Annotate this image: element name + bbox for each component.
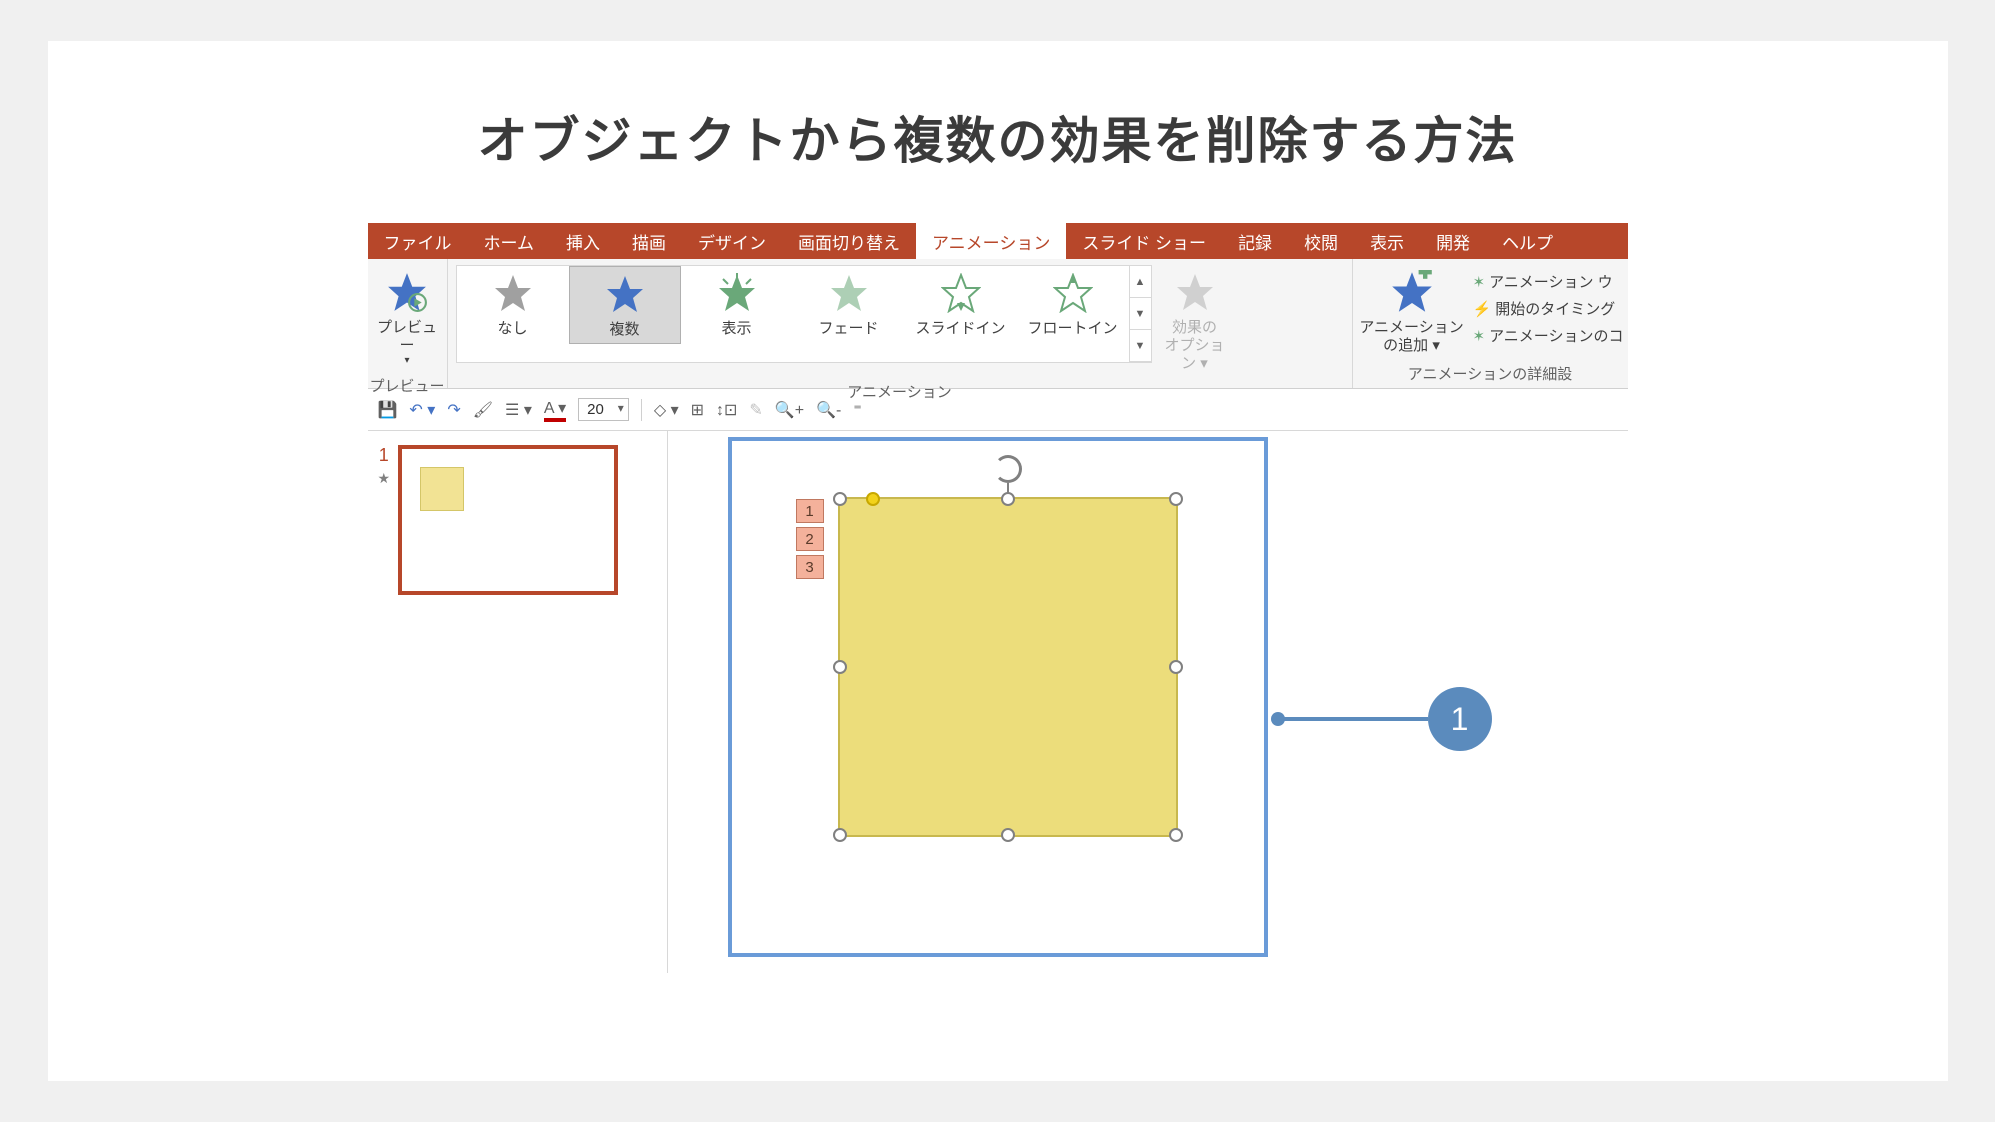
tab-help[interactable]: ヘルプ: [1486, 223, 1569, 259]
slide-editor[interactable]: 1 2 3 1: [668, 431, 1628, 973]
advanced-group-label: アニメーションの詳細設: [1353, 359, 1628, 390]
star-slidein-icon: [941, 270, 981, 316]
pane-icon: ✶: [1473, 273, 1486, 291]
handle-w[interactable]: [833, 660, 847, 674]
handle-s[interactable]: [1001, 828, 1015, 842]
selected-shape[interactable]: [838, 497, 1178, 837]
handle-se[interactable]: [1169, 828, 1183, 842]
painter-icon: ✶: [1473, 327, 1486, 345]
page-title: オブジェクトから複数の効果を削除する方法: [478, 101, 1518, 173]
handle-e[interactable]: [1169, 660, 1183, 674]
font-size-select[interactable]: 20: [578, 398, 629, 421]
star-fade-icon: [829, 270, 869, 316]
anim-fade[interactable]: フェード: [793, 266, 905, 342]
anim-slidein[interactable]: スライドイン: [905, 266, 1017, 342]
handle-ne[interactable]: [1169, 492, 1183, 506]
animation-gallery: なし 複数 表示: [456, 265, 1152, 363]
anim-appear[interactable]: 表示: [681, 266, 793, 342]
anim-multiple[interactable]: 複数: [569, 266, 681, 344]
add-animation-icon: [1390, 269, 1434, 315]
anim-none[interactable]: なし: [457, 266, 569, 342]
tab-draw[interactable]: 描画: [616, 223, 682, 259]
thumbnail-panel: 1 ★: [368, 431, 668, 973]
gallery-down-icon[interactable]: ▼: [1130, 298, 1151, 330]
anim-tag-1[interactable]: 1: [796, 499, 824, 523]
thumbnail-meta: 1 ★: [378, 445, 391, 487]
preview-group-label: プレビュー: [368, 371, 447, 402]
rotate-handle[interactable]: [994, 455, 1022, 483]
ribbon-tabs: ファイル ホーム 挿入 描画 デザイン 画面切り替え アニメーション スライド …: [368, 223, 1628, 259]
gallery-up-icon[interactable]: ▲: [1130, 266, 1151, 298]
gallery-more-icon[interactable]: ▼: [1130, 330, 1151, 362]
tab-home[interactable]: ホーム: [468, 223, 551, 259]
preview-button[interactable]: プレビュー ▾: [372, 265, 443, 371]
animation-indicator-icon: ★: [378, 470, 391, 487]
trigger-button[interactable]: ⚡ 開始のタイミング: [1473, 298, 1624, 319]
workspace: 1 ★: [368, 431, 1628, 973]
callout-number: 1: [1428, 687, 1492, 751]
anim-tag-2[interactable]: 2: [796, 527, 824, 551]
tutorial-card: オブジェクトから複数の効果を削除する方法 ファイル ホーム 挿入 描画 デザイン…: [48, 41, 1948, 1081]
animation-order-tags: 1 2 3: [796, 499, 824, 579]
tab-file[interactable]: ファイル: [368, 223, 468, 259]
anim-tag-3[interactable]: 3: [796, 555, 824, 579]
tab-transitions[interactable]: 画面切り替え: [782, 223, 916, 259]
undo-icon[interactable]: ↶ ▾: [409, 400, 435, 420]
preview-star-icon: [386, 269, 428, 315]
callout-line: [1278, 717, 1428, 721]
tab-view[interactable]: 表示: [1354, 223, 1420, 259]
tab-record[interactable]: 記録: [1222, 223, 1288, 259]
star-floatin-icon: [1053, 270, 1093, 316]
tab-insert[interactable]: 挿入: [550, 223, 616, 259]
add-animation-button[interactable]: アニメーション の追加 ▾: [1357, 265, 1467, 359]
star-multiple-icon: [605, 271, 645, 317]
trigger-icon: ⚡: [1473, 300, 1492, 318]
ribbon-group-advanced: アニメーション の追加 ▾ ✶ アニメーション ウ ⚡ 開始のタイミング ✶: [1353, 259, 1628, 388]
star-appear-icon: [717, 270, 757, 316]
tab-animations[interactable]: アニメーション: [916, 223, 1066, 259]
powerpoint-screenshot: ファイル ホーム 挿入 描画 デザイン 画面切り替え アニメーション スライド …: [368, 223, 1628, 973]
handle-adjust[interactable]: [866, 492, 880, 506]
preview-label: プレビュー: [374, 319, 441, 355]
gallery-scroll[interactable]: ▲ ▼ ▼: [1129, 266, 1151, 362]
tutorial-callout: 1: [1278, 687, 1492, 751]
animation-painter-button[interactable]: ✶ アニメーションのコ: [1473, 325, 1624, 346]
anim-floatin[interactable]: フロートイン: [1017, 266, 1129, 342]
handle-n[interactable]: [1001, 492, 1015, 506]
animation-pane-button[interactable]: ✶ アニメーション ウ: [1473, 271, 1624, 292]
advanced-list: ✶ アニメーション ウ ⚡ 開始のタイミング ✶ アニメーションのコ: [1467, 265, 1624, 346]
handle-nw[interactable]: [833, 492, 847, 506]
ribbon-content: プレビュー ▾ プレビュー なし: [368, 259, 1628, 389]
tab-review[interactable]: 校閲: [1288, 223, 1354, 259]
slide-number: 1: [379, 445, 389, 466]
effect-options-button: 効果の オプション ▾: [1156, 265, 1234, 377]
save-icon[interactable]: 💾: [378, 400, 398, 420]
effect-options-icon: [1175, 269, 1215, 315]
ribbon-group-animation: なし 複数 表示: [448, 259, 1353, 388]
slide-thumbnail[interactable]: [398, 445, 618, 595]
ribbon-group-preview: プレビュー ▾ プレビュー: [368, 259, 448, 388]
handle-sw[interactable]: [833, 828, 847, 842]
tab-developer[interactable]: 開発: [1420, 223, 1486, 259]
star-none-icon: [493, 270, 533, 316]
thumbnail-shape: [420, 467, 464, 511]
edit-icon[interactable]: ✎: [749, 400, 762, 420]
tab-design[interactable]: デザイン: [682, 223, 782, 259]
tab-slideshow[interactable]: スライド ショー: [1066, 223, 1222, 259]
